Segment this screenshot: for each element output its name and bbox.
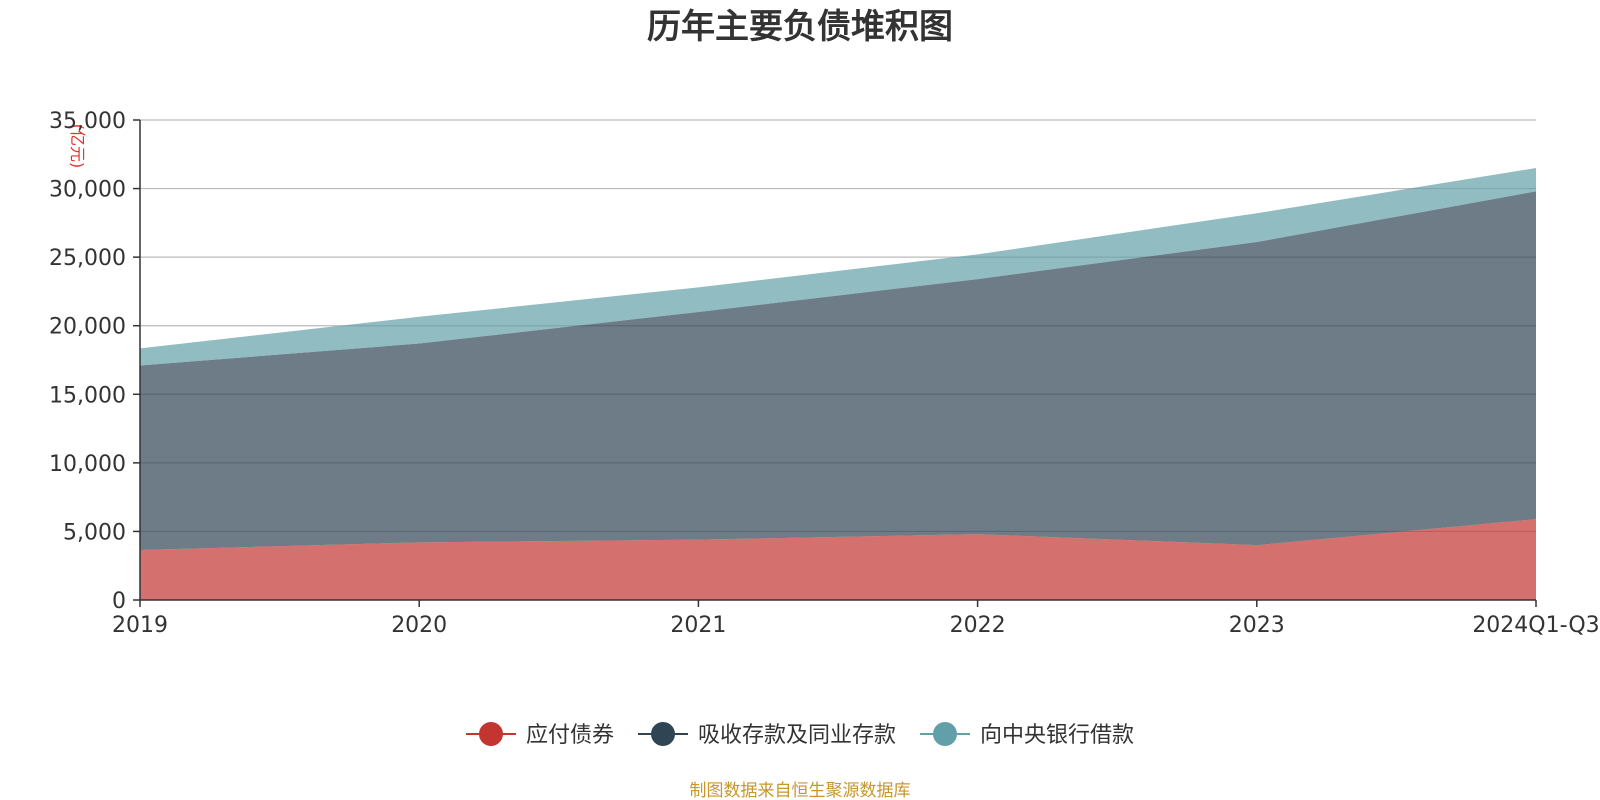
y-axis-unit: (亿元) bbox=[68, 124, 87, 169]
area-series-1[interactable] bbox=[140, 519, 1536, 600]
y-tick-label: 15,000 bbox=[49, 383, 126, 408]
area-series-2[interactable] bbox=[140, 191, 1536, 550]
legend-label: 向中央银行借款 bbox=[980, 723, 1134, 748]
legend-label: 吸收存款及同业存款 bbox=[698, 723, 896, 748]
legend-label: 应付债券 bbox=[526, 723, 614, 748]
y-tick-label: 35,000 bbox=[49, 109, 126, 134]
x-tick-label: 2022 bbox=[950, 613, 1006, 638]
legend-circle-icon bbox=[478, 722, 503, 746]
x-tick-label: 2024Q1-Q3 bbox=[1472, 613, 1599, 638]
area-series-group bbox=[140, 168, 1536, 600]
chart-title: 历年主要负债堆积图 bbox=[647, 7, 953, 47]
x-tick-label: 2023 bbox=[1229, 613, 1285, 638]
y-tick-label: 0 bbox=[112, 589, 126, 614]
y-tick-label: 5,000 bbox=[63, 520, 126, 545]
legend-circle-icon bbox=[650, 722, 675, 746]
legend[interactable]: 应付债券 吸收存款及同业存款 向中央银行借款 bbox=[465, 722, 1134, 748]
area-series-3[interactable] bbox=[140, 168, 1536, 366]
data-source-note: 制图数据来自恒生聚源数据库 bbox=[690, 781, 911, 800]
legend-item-2[interactable]: 吸收存款及同业存款 bbox=[637, 722, 896, 748]
x-tick-label: 2021 bbox=[670, 613, 726, 638]
y-tick-label: 30,000 bbox=[49, 178, 126, 203]
legend-circle-icon bbox=[933, 722, 958, 746]
legend-item-1[interactable]: 应付债券 bbox=[465, 722, 614, 748]
axes: 0 5,000 10,000 15,000 20,000 25,000 30,000 35,0… bbox=[49, 109, 1600, 638]
y-tick-label: 10,000 bbox=[49, 452, 126, 477]
y-tick-label: 25,000 bbox=[49, 246, 126, 271]
legend-item-3[interactable]: 向中央银行借款 bbox=[920, 722, 1134, 748]
x-tick-label: 2020 bbox=[391, 613, 447, 638]
y-tick-label: 20,000 bbox=[49, 315, 126, 340]
x-tick-label: 2019 bbox=[112, 613, 168, 638]
